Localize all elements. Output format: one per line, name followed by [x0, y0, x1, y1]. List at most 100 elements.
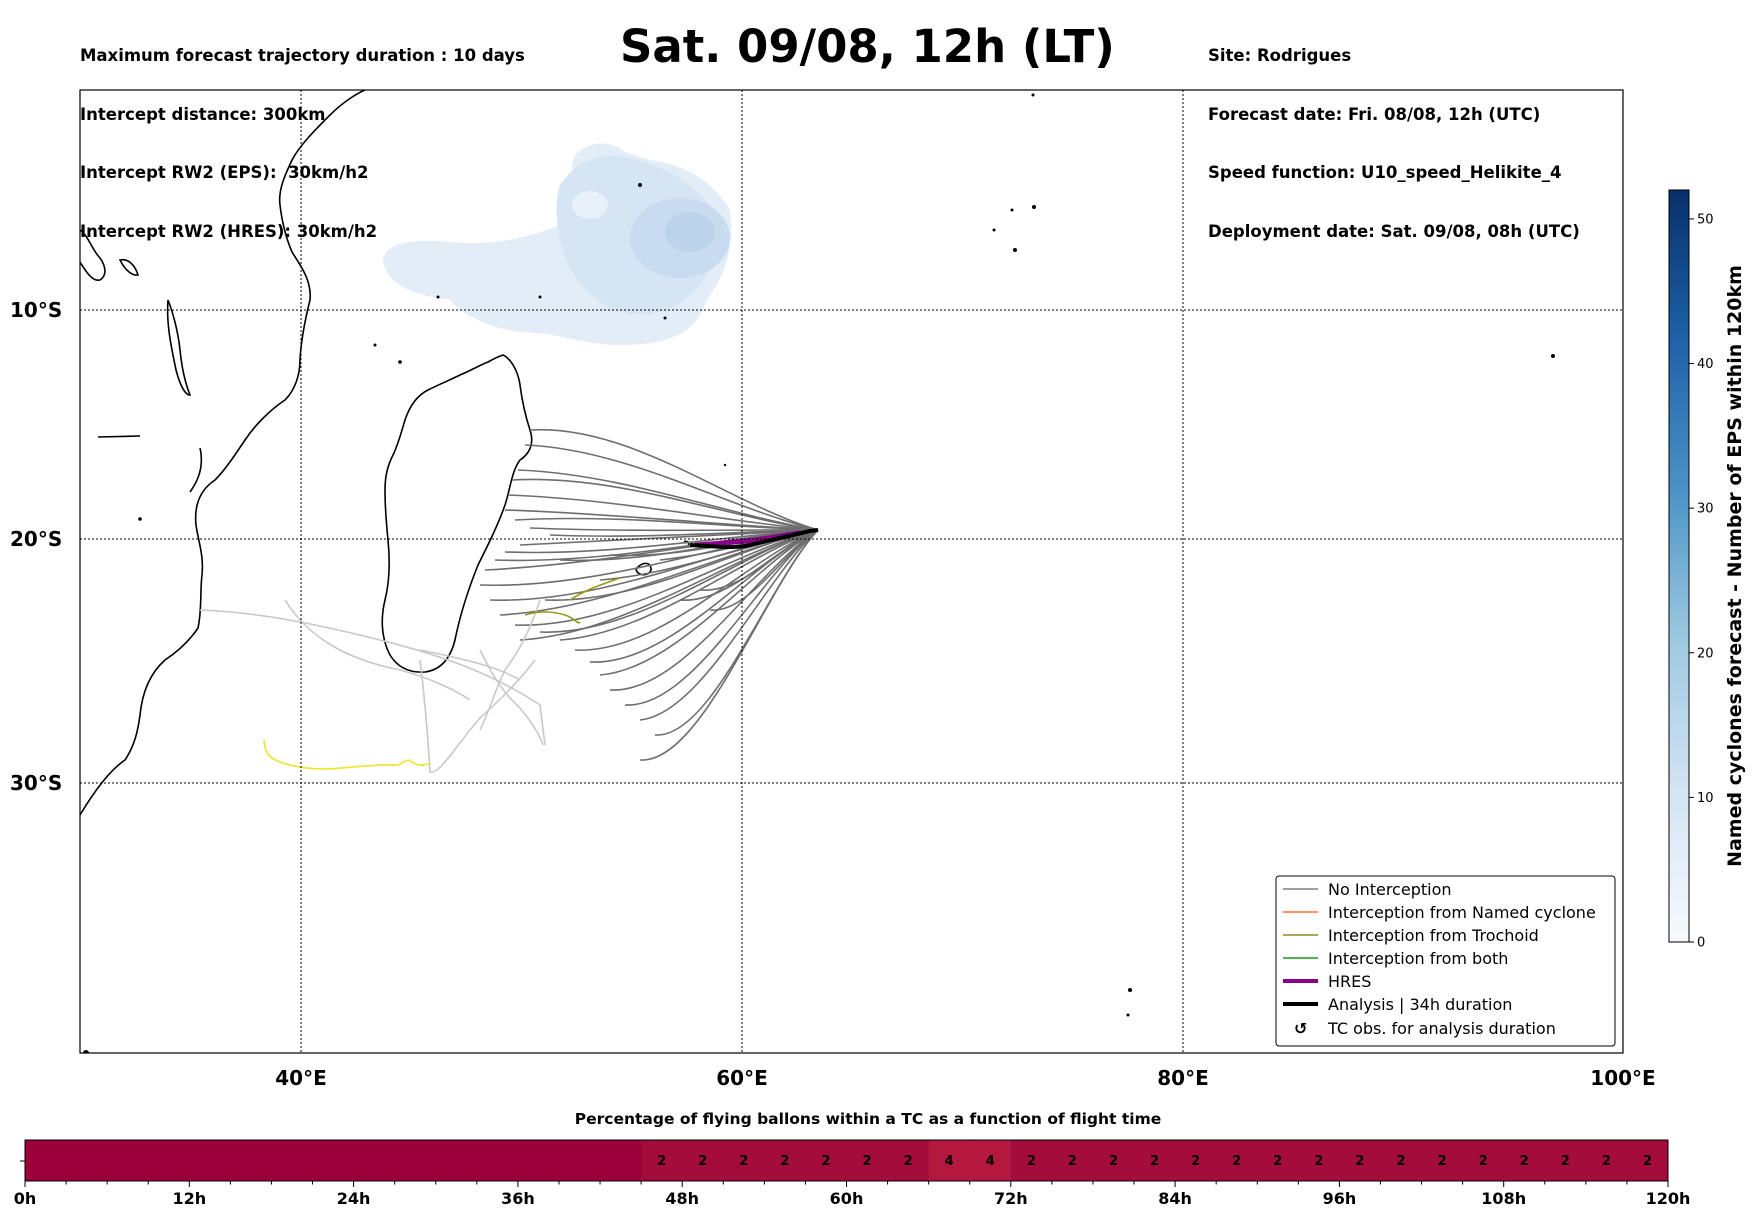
- timeline-tick-label: 84h: [1158, 1189, 1192, 1208]
- timeline-panel: Percentage of flying ballons within a TC…: [14, 1110, 1691, 1208]
- timeline-cell: [353, 1140, 396, 1181]
- timeline-tick-label: 108h: [1481, 1189, 1526, 1208]
- trajectory-line: [639, 529, 819, 761]
- timeline-ticks: 0h 12h 24h 36h 48h 60h 72h 84h 96h 108h 120h: [14, 1181, 1691, 1208]
- timeline-cell: [1421, 1140, 1464, 1181]
- header-right-info: Site: Rodrigues Forecast date: Fri. 08/0…: [1208, 7, 1580, 261]
- timeline-tick-label: 12h: [172, 1189, 206, 1208]
- header-left-line: Intercept distance: 300km: [80, 104, 326, 124]
- main-title: Sat. 09/08, 12h (LT): [620, 20, 1115, 73]
- legend-frame: [1275, 875, 1616, 1047]
- legend-label: Analysis | 34h duration: [1328, 995, 1512, 1014]
- timeline-cell: [1462, 1140, 1505, 1181]
- lon-tick-label: 100°E: [1590, 1066, 1655, 1090]
- colorbar-gradient: [1668, 189, 1690, 943]
- timeline-cell: [517, 1140, 560, 1181]
- timeline-cell: [887, 1140, 930, 1181]
- timeline-cell: [435, 1140, 478, 1181]
- trajectories-trochoid: [524, 577, 621, 624]
- lon-tick-label: 80°E: [1157, 1066, 1209, 1090]
- timeline-cell: [1216, 1140, 1258, 1181]
- timeline-cell: [1626, 1140, 1669, 1181]
- timeline-cell: [1339, 1140, 1381, 1181]
- timeline-tick-label: 48h: [665, 1189, 699, 1208]
- timeline-cell: [312, 1140, 354, 1181]
- timeline-cell: [1503, 1140, 1546, 1181]
- timeline-cell-value: 2: [1314, 1154, 1323, 1169]
- timeline-cell: [1585, 1140, 1628, 1181]
- timeline-cell-value: 4: [945, 1154, 954, 1169]
- trajectory-line: [624, 529, 819, 706]
- legend-label: Interception from both: [1328, 949, 1508, 968]
- timeline-cell: [66, 1140, 108, 1181]
- timeline-cell: [558, 1140, 601, 1181]
- timeline-cell: [764, 1140, 806, 1181]
- timeline-cell-value: 2: [780, 1154, 789, 1169]
- lat-tick-label: 30°S: [10, 771, 62, 795]
- legend-entry: No Interception: [1283, 880, 1452, 899]
- timeline-tick-label: 0h: [14, 1189, 37, 1208]
- small-islands: [83, 93, 1555, 1053]
- timeline-cell: [230, 1140, 272, 1181]
- header-right-line: Forecast date: Fri. 08/08, 12h (UTC): [1208, 104, 1541, 124]
- map-frame: [79, 89, 1624, 1054]
- timeline-cell-value: 2: [1602, 1154, 1611, 1169]
- timeline-tick-label: 120h: [1646, 1189, 1691, 1208]
- trajectory-line: [609, 529, 819, 691]
- trajectory-line: [559, 529, 819, 641]
- timeline-cell-value: 2: [904, 1154, 913, 1169]
- timeline-cell: [476, 1140, 519, 1181]
- timeline-cell-value: 2: [1355, 1154, 1364, 1169]
- timeline-cell: [846, 1140, 888, 1181]
- timeline-cell-value: 2: [1643, 1154, 1652, 1169]
- timeline-cell-value: 2: [1109, 1154, 1118, 1169]
- timeline-cell-value: 2: [1396, 1154, 1405, 1169]
- trajectory-line: [549, 529, 819, 537]
- trajectory-line: [599, 529, 819, 676]
- lon-axis: 40°E 60°E 80°E 100°E: [275, 1066, 1655, 1090]
- timeline-cell: [641, 1140, 683, 1181]
- timeline-cell-value: 4: [986, 1154, 995, 1169]
- timeline-cell-value: 2: [1150, 1154, 1159, 1169]
- analysis-trajectory: [689, 528, 819, 550]
- lon-tick-label: 60°E: [716, 1066, 768, 1090]
- trajectory-line: [514, 517, 819, 531]
- header-left-info: Maximum forecast trajectory duration : 1…: [80, 7, 525, 261]
- timeline-cell-value: 2: [698, 1154, 707, 1169]
- trajectory-line: [514, 529, 819, 626]
- timeline-cell: [1092, 1140, 1135, 1181]
- timeline-cell-value: 2: [821, 1154, 830, 1169]
- timeline-cell: [1134, 1140, 1176, 1181]
- lon-tick-label: 40°E: [275, 1066, 327, 1090]
- timeline-cell-value: 2: [739, 1154, 748, 1169]
- trajectory-yellow: [263, 739, 431, 770]
- timeline-cell-value: 2: [1561, 1154, 1570, 1169]
- legend-entry: Interception from both: [1283, 949, 1508, 968]
- trajectories-no-interception: [479, 428, 819, 761]
- timeline-cell: [148, 1140, 190, 1181]
- timeline-cell: [1298, 1140, 1340, 1181]
- legend-label: HRES: [1328, 972, 1371, 991]
- trajectory-line: [699, 529, 819, 591]
- map-panel: [80, 90, 1623, 1053]
- legend-entry: Interception from Trochoid: [1283, 926, 1539, 945]
- timeline-cell-value: 2: [1520, 1154, 1529, 1169]
- legend-entry: Interception from Named cyclone: [1283, 903, 1596, 922]
- trajectory-line: [524, 444, 819, 531]
- header-right-line: Deployment date: Sat. 09/08, 08h (UTC): [1208, 221, 1580, 241]
- timeline-cell: [723, 1140, 765, 1181]
- timeline-cell: [1175, 1140, 1217, 1181]
- colorbar-tick-label: 10: [1697, 791, 1714, 806]
- timeline-cell: [805, 1140, 847, 1181]
- colorbar-tick-label: 50: [1697, 212, 1714, 227]
- timeline-cell: [189, 1140, 231, 1181]
- madagascar-outline: [381, 354, 533, 673]
- timeline-tick-label: 24h: [337, 1189, 371, 1208]
- colorbar-title: Named cyclones forecast - Number of EPS …: [1724, 265, 1746, 867]
- trajectories-light: [199, 599, 546, 773]
- colorbar-tick-label: 0: [1697, 936, 1705, 951]
- lat-axis: 10°S 20°S 30°S: [10, 298, 62, 795]
- trajectory-line: [639, 529, 819, 721]
- legend-label: Interception from Named cyclone: [1328, 903, 1596, 922]
- timeline-cell: [1544, 1140, 1587, 1181]
